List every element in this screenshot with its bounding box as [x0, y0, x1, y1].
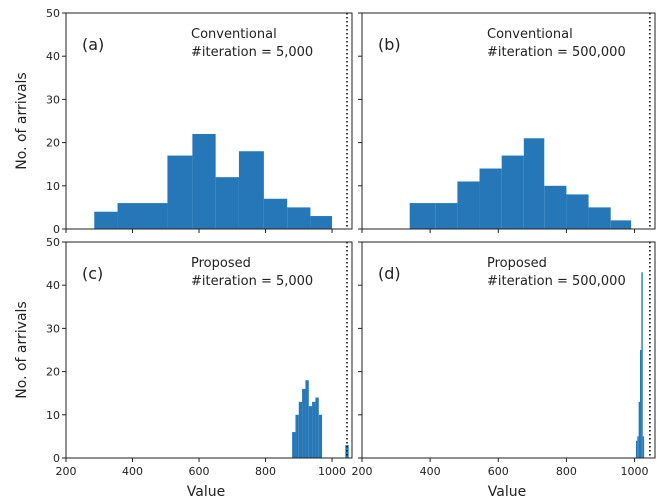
histogram-bar — [305, 380, 309, 458]
histogram-bar — [501, 155, 524, 229]
histogram-bar — [566, 194, 589, 229]
y-tick-label: 20 — [46, 137, 60, 150]
histogram-bar — [318, 414, 323, 458]
x-tick-label: 400 — [420, 465, 441, 478]
histogram-bar — [298, 401, 303, 458]
panel-label: (b) — [378, 35, 401, 54]
y-tick-label: 0 — [53, 452, 60, 465]
histogram-bar — [287, 207, 311, 229]
histogram-bar — [292, 432, 296, 458]
x-tick-label: 1000 — [318, 465, 346, 478]
plot-frame — [65, 241, 353, 459]
y-tick-label: 40 — [46, 279, 60, 292]
histogram-bar — [315, 397, 319, 458]
histogram-bar — [308, 406, 313, 458]
x-tick-label: 800 — [556, 465, 577, 478]
histogram-bar — [167, 155, 193, 229]
panel-annotation: #iteration = 5,000 — [191, 45, 313, 60]
plot-frame — [65, 12, 353, 230]
panel-annotation: Conventional — [487, 27, 573, 42]
histogram-bar — [94, 211, 118, 229]
y-tick-label: 50 — [46, 236, 60, 249]
histogram-bar — [345, 445, 349, 458]
panel-annotation: Proposed — [487, 256, 547, 271]
plot-frame — [361, 12, 656, 230]
panel-annotation: Conventional — [191, 27, 277, 42]
x-tick-label: 600 — [189, 465, 210, 478]
panel-annotation: #iteration = 500,000 — [487, 45, 626, 60]
x-axis-label-left: Value — [187, 484, 225, 500]
x-tick-label: 1000 — [621, 465, 649, 478]
histogram-bar — [117, 203, 143, 229]
y-axis-label-bottom: No. of arrivals — [14, 301, 30, 398]
histogram-bar — [588, 207, 611, 229]
histogram-bar — [263, 198, 288, 229]
y-tick-label: 10 — [46, 409, 60, 422]
x-tick-label: 600 — [488, 465, 509, 478]
y-tick-label: 40 — [46, 50, 60, 63]
histogram-bar — [142, 203, 168, 229]
histogram-bar — [641, 272, 643, 458]
histogram-bar — [238, 151, 264, 229]
histogram-bar — [192, 133, 216, 229]
histogram-bar — [310, 216, 333, 229]
panel-annotation: #iteration = 500,000 — [487, 274, 626, 289]
histogram-bar — [610, 220, 632, 229]
y-tick-label: 10 — [46, 180, 60, 193]
histogram-bar — [642, 436, 645, 458]
histogram-bar — [640, 350, 642, 458]
histogram-bar — [295, 414, 299, 458]
y-tick-label: 20 — [46, 366, 60, 379]
y-tick-label: 30 — [46, 93, 60, 106]
panel-label: (a) — [82, 35, 104, 54]
panel-label: (c) — [82, 264, 103, 283]
histogram-bar — [312, 401, 316, 458]
y-axis-label-top: No. of arrivals — [14, 72, 30, 169]
x-axis-label-right: Value — [488, 484, 526, 500]
y-tick-label: 0 — [53, 223, 60, 236]
panel-annotation: #iteration = 5,000 — [191, 274, 313, 289]
panel-d: 200 400 600 800 1000 (d) Proposed #iteration = … — [352, 241, 656, 478]
histogram-bar — [635, 440, 638, 458]
plot-frame — [361, 241, 656, 459]
histogram-bar — [638, 401, 641, 458]
panel-label: (d) — [378, 264, 401, 283]
x-tick-label: 400 — [122, 465, 143, 478]
x-tick-label: 800 — [255, 465, 276, 478]
x-tick-label: 200 — [352, 465, 373, 478]
histogram-bar — [409, 203, 436, 229]
histogram-bar — [457, 181, 480, 229]
histogram-bar — [544, 185, 567, 229]
histogram-bar — [302, 388, 306, 458]
histogram-bar — [215, 177, 239, 229]
y-tick-label: 50 — [46, 7, 60, 20]
histogram-bar — [637, 436, 639, 458]
x-tick-label: 200 — [56, 465, 77, 478]
panel-b: (b) Conventional #iteration = 500,000 — [358, 12, 656, 233]
histogram-bar — [435, 203, 458, 229]
y-tick-label: 30 — [46, 322, 60, 335]
panel-a: 0 10 20 30 40 50 (a) Conventional #iteration = 5… — [46, 7, 353, 236]
histogram-bar — [479, 168, 502, 229]
panel-annotation: Proposed — [191, 256, 251, 271]
histogram-bar — [523, 138, 545, 229]
panel-c: 0 10 20 30 40 50 200 400 600 800 1000 (c) Proposed #i… — [46, 236, 353, 478]
